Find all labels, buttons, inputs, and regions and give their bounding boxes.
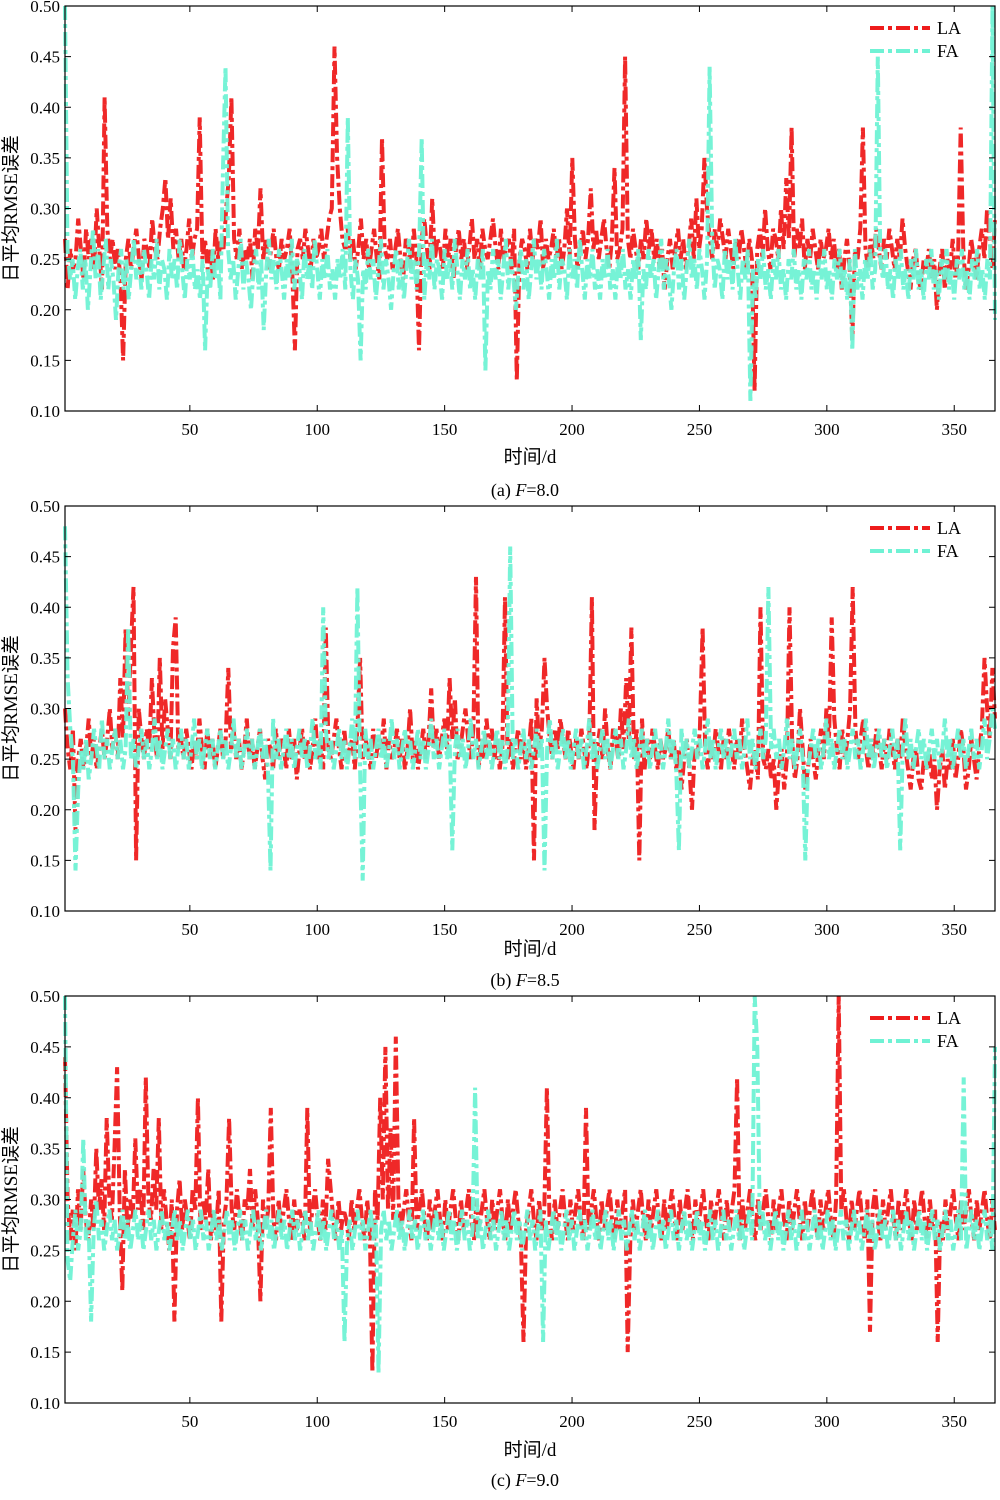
x-axis-label: 时间/d <box>504 938 557 960</box>
y-tick-label: 0.15 <box>30 851 60 870</box>
y-tick-label: 0.40 <box>30 598 60 617</box>
x-tick-label: 300 <box>814 420 840 439</box>
panel-caption: (a) F=8.0 <box>491 480 559 501</box>
legend-label-fa: FA <box>937 41 959 61</box>
series-line-fa <box>63 526 997 881</box>
y-tick-label: 0.25 <box>30 1241 60 1260</box>
caption-value: =8.0 <box>526 480 559 500</box>
x-tick-label: 150 <box>432 920 458 939</box>
legend-label-fa: FA <box>937 1031 959 1051</box>
y-tick-label: 0.30 <box>30 1191 60 1210</box>
legend: LA FA <box>870 18 961 61</box>
x-tick-label: 350 <box>941 1412 967 1431</box>
legend: LA FA <box>870 518 961 561</box>
x-axis-label: 时间/d <box>504 446 557 468</box>
y-tick-label: 0.45 <box>30 548 60 567</box>
x-tick-label: 150 <box>432 1412 458 1431</box>
y-tick-label: 0.45 <box>30 1038 60 1057</box>
x-tick-label: 50 <box>181 420 198 439</box>
caption-value: =9.0 <box>526 1470 559 1490</box>
x-tick-label: 350 <box>941 420 967 439</box>
y-tick-label: 0.25 <box>30 750 60 769</box>
panel-caption: (c) F=9.0 <box>491 1470 559 1491</box>
y-axis-label: 日平均RMSE误差 <box>0 635 22 782</box>
y-tick-label: 0.40 <box>30 98 60 117</box>
chart-panel-c: 50 100 150 200 250 300 350 0.10 0.15 0.20 0.25 0.30… <box>0 987 997 1491</box>
y-tick-label: 0.35 <box>30 1140 60 1159</box>
y-axis-label: 日平均RMSE误差 <box>0 1126 22 1273</box>
x-tick-label: 350 <box>941 920 967 939</box>
x-tick-label: 50 <box>181 920 198 939</box>
caption-value: =8.5 <box>527 970 560 990</box>
caption-variable: F <box>514 1470 527 1490</box>
chart-panel-b: 50 100 150 200 250 300 350 0.10 0.15 0.20 0.25 0.30… <box>0 497 997 991</box>
x-tick-label: 250 <box>687 1412 713 1431</box>
y-tick-label: 0.25 <box>30 250 60 269</box>
y-tick-label: 0.10 <box>30 902 60 921</box>
y-tick-label: 0.15 <box>30 1343 60 1362</box>
x-tick-label: 200 <box>559 920 585 939</box>
x-tick-label: 250 <box>687 920 713 939</box>
x-tick-label: 200 <box>559 420 585 439</box>
series-line-fa <box>63 995 997 1373</box>
y-tick-label: 0.35 <box>30 649 60 668</box>
legend-label-la: LA <box>937 1008 961 1028</box>
caption-prefix: (a) <box>491 480 515 501</box>
y-tick-label: 0.20 <box>30 301 60 320</box>
y-tick-label: 0.30 <box>30 200 60 219</box>
y-tick-label: 0.40 <box>30 1089 60 1108</box>
caption-prefix: (c) <box>491 1470 515 1491</box>
y-tick-label: 0.30 <box>30 700 60 719</box>
y-tick-label: 0.50 <box>30 987 60 1006</box>
y-tick-label: 0.35 <box>30 149 60 168</box>
y-tick-label: 0.20 <box>30 1292 60 1311</box>
legend: LA FA <box>870 1008 961 1051</box>
legend-label-la: LA <box>937 18 961 38</box>
y-tick-label: 0.20 <box>30 801 60 820</box>
caption-prefix: (b) <box>490 970 516 991</box>
panel-caption: (b) F=8.5 <box>490 970 559 991</box>
legend-label-fa: FA <box>937 541 959 561</box>
y-tick-label: 0.45 <box>30 48 60 67</box>
series-line-la <box>63 576 997 861</box>
series-line-fa <box>63 5 997 401</box>
x-tick-label: 150 <box>432 420 458 439</box>
y-tick-label: 0.10 <box>30 402 60 421</box>
chart-panel-a: 50 100 150 200 250 300 350 0.10 0.15 0.20 0.25 0.30… <box>0 0 997 501</box>
y-tick-label: 0.15 <box>30 351 60 370</box>
x-tick-label: 100 <box>304 1412 330 1431</box>
y-axis-label: 日平均RMSE误差 <box>0 135 22 282</box>
x-tick-label: 200 <box>559 1412 585 1431</box>
x-tick-label: 100 <box>304 920 330 939</box>
y-tick-label: 0.10 <box>30 1394 60 1413</box>
x-tick-label: 300 <box>814 920 840 939</box>
caption-variable: F <box>515 970 528 990</box>
x-tick-label: 250 <box>687 420 713 439</box>
x-tick-label: 100 <box>304 420 330 439</box>
x-tick-label: 300 <box>814 1412 840 1431</box>
plot-frame <box>64 995 996 1404</box>
series-line-la <box>63 995 997 1373</box>
y-tick-label: 0.50 <box>30 0 60 16</box>
caption-variable: F <box>514 480 527 500</box>
legend-label-la: LA <box>937 518 961 538</box>
x-axis-label: 时间/d <box>504 1439 557 1461</box>
x-tick-label: 50 <box>181 1412 198 1431</box>
y-tick-label: 0.50 <box>30 497 60 516</box>
